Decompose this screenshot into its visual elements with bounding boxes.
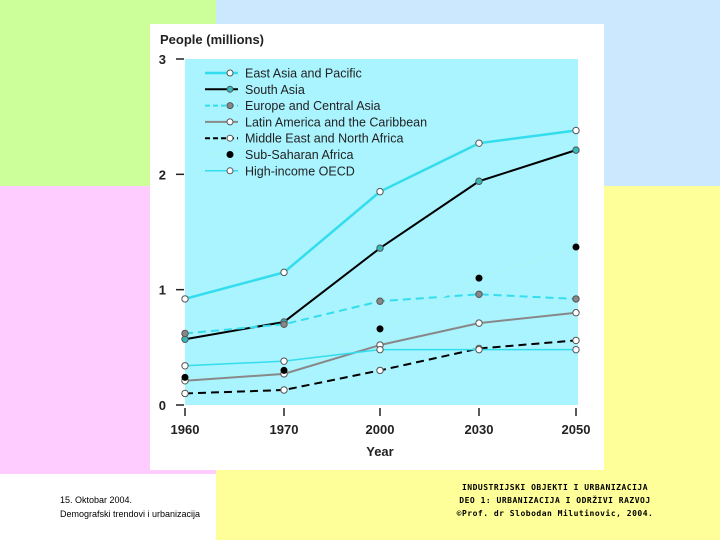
legend-swatch-marker bbox=[226, 151, 234, 158]
data-point bbox=[181, 295, 189, 303]
x-tick-label: 2000 bbox=[366, 422, 395, 437]
data-point bbox=[280, 320, 288, 328]
data-point bbox=[280, 268, 288, 277]
data-point bbox=[280, 366, 288, 374]
legend-label: Middle East and North Africa bbox=[245, 132, 403, 146]
course-copyright: ©Prof. dr Slobodan Milutinovic, 2004. bbox=[456, 509, 654, 518]
data-point bbox=[572, 146, 580, 154]
data-point bbox=[280, 357, 288, 365]
data-point bbox=[572, 336, 580, 345]
line-chart: 0 1 2 3 1960 1970 2000 2030 2050 East Asia and P… bbox=[159, 32, 591, 459]
course-part: DEO 1: URBANIZACIJA I ODRŽIVI RAZVOJ bbox=[459, 496, 651, 505]
y-tick-label: 3 bbox=[159, 52, 166, 67]
data-point bbox=[280, 386, 288, 394]
data-point bbox=[376, 366, 384, 375]
legend-label: Latin America and the Caribbean bbox=[245, 115, 427, 129]
data-point bbox=[475, 319, 483, 327]
data-point bbox=[475, 139, 483, 147]
legend-swatch-marker bbox=[226, 85, 234, 93]
data-point bbox=[572, 243, 580, 251]
data-point bbox=[572, 345, 580, 354]
x-tick-label: 2050 bbox=[562, 422, 591, 437]
data-point bbox=[572, 295, 580, 303]
x-tick-label: 1970 bbox=[270, 422, 299, 437]
legend-swatch-marker bbox=[226, 118, 234, 126]
data-point bbox=[376, 297, 384, 305]
data-point bbox=[572, 309, 580, 317]
data-point bbox=[181, 362, 189, 370]
chart-panel: 0 1 2 3 1960 1970 2000 2030 2050 East Asia and P… bbox=[150, 24, 604, 470]
legend-swatch-marker bbox=[226, 69, 234, 77]
y-tick-label: 0 bbox=[159, 398, 166, 413]
x-tick-label: 1960 bbox=[171, 422, 200, 437]
data-point bbox=[376, 345, 384, 354]
legend-swatch-marker bbox=[226, 134, 234, 142]
y-tick-label: 2 bbox=[159, 167, 166, 182]
data-point bbox=[181, 389, 189, 398]
footer-date: 15. Oktobar 2004. bbox=[60, 495, 133, 505]
legend-label: High-income OECD bbox=[245, 164, 355, 178]
legend-label: Sub-Saharan Africa bbox=[245, 148, 353, 162]
x-tick-label: 2030 bbox=[465, 422, 494, 437]
data-point bbox=[475, 345, 483, 354]
data-point bbox=[475, 177, 483, 185]
footer-left-panel bbox=[0, 474, 216, 540]
data-point bbox=[376, 187, 384, 196]
data-point bbox=[376, 325, 384, 333]
data-point bbox=[475, 274, 483, 282]
data-point bbox=[376, 244, 384, 252]
plot-area bbox=[185, 59, 578, 405]
data-point bbox=[572, 126, 580, 135]
footer-subtitle: Demografski trendovi i urbanizacija bbox=[60, 509, 201, 519]
legend-label: South Asia bbox=[245, 83, 305, 97]
data-point bbox=[181, 329, 189, 338]
legend-swatch-marker bbox=[226, 167, 234, 175]
data-point bbox=[475, 290, 483, 298]
legend-swatch-marker bbox=[226, 102, 234, 110]
legend-label: Europe and Central Asia bbox=[245, 99, 381, 113]
y-axis-title: People (millions) bbox=[160, 32, 264, 47]
x-axis-title: Year bbox=[366, 444, 393, 459]
data-point bbox=[181, 373, 189, 381]
legend-label: East Asia and Pacific bbox=[245, 67, 362, 81]
course-title: INDUSTRIJSKI OBJEKTI I URBANIZACIJA bbox=[461, 483, 649, 492]
y-tick-label: 1 bbox=[159, 283, 166, 298]
